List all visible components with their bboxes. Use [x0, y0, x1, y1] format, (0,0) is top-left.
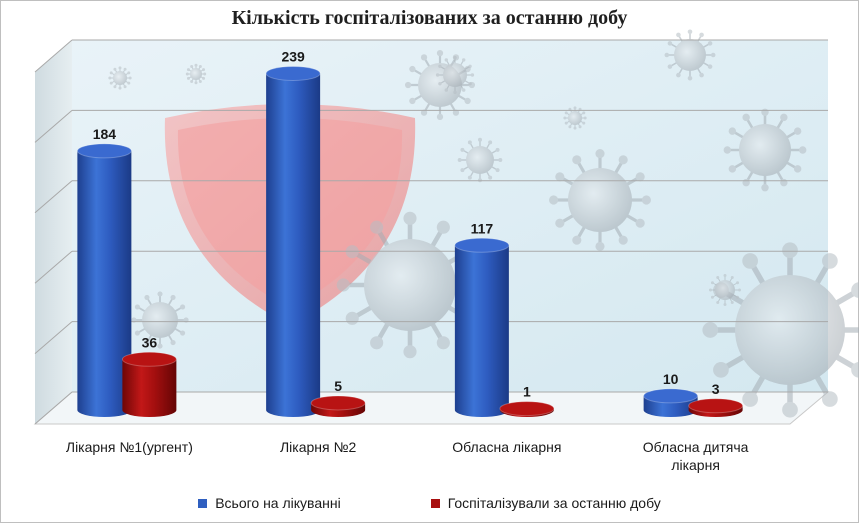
category-label-1: Лікарня №2 [280, 439, 357, 455]
legend-item-total: Всього на лікуванні [198, 495, 341, 511]
virus-icon [664, 29, 716, 81]
value-label-total-2: 117 [471, 220, 494, 236]
value-label-hospitalized-2: 1 [523, 384, 531, 400]
category-label-2: Обласна лікарня [452, 439, 561, 455]
virus-decoration-group [108, 29, 859, 418]
virus-icon [723, 108, 807, 192]
chart-title: Кількість госпіталізованих за останню до… [231, 7, 628, 29]
legend-label-hospitalized: Госпіталізували за останню добу [447, 495, 661, 511]
chart-side-wall [35, 40, 72, 424]
virus-icon [435, 55, 475, 95]
legend-swatch-blue [198, 498, 208, 508]
value-label-total-0: 184 [93, 126, 117, 142]
value-label-hospitalized-1: 5 [334, 378, 342, 394]
virus-icon [131, 291, 189, 349]
legend-swatch-red [430, 498, 440, 508]
value-label-total-3: 10 [663, 371, 679, 387]
virus-icon [457, 137, 503, 183]
chart-gridlines [34, 39, 828, 425]
virus-icon [185, 63, 207, 85]
virus-icon [709, 274, 741, 306]
value-label-hospitalized-0: 36 [142, 334, 158, 350]
bar-hospitalized-0 [121, 351, 177, 417]
legend-item-hospitalized: Госпіталізували за останню добу [430, 495, 661, 511]
value-label-total-1: 239 [281, 48, 305, 64]
category-label-0: Лікарня №1(ургент) [66, 439, 193, 455]
bar-total-0 [76, 143, 132, 418]
bar-hospitalized-1 [310, 395, 366, 417]
bar-total-1 [265, 65, 321, 417]
bar-total-2 [454, 237, 510, 417]
virus-icon [702, 242, 859, 418]
chart-legend: Всього на лікуванні Госпіталізували за о… [0, 495, 859, 511]
bar-total-3 [643, 388, 699, 417]
category-label-3: Обласна дитяча лікарня [643, 439, 749, 473]
virus-icon [108, 66, 132, 90]
bar-hospitalized-2 [499, 401, 555, 417]
value-label-hospitalized-3: 3 [712, 381, 720, 397]
legend-label-total: Всього на лікуванні [215, 495, 341, 511]
bar-hospitalized-3 [688, 398, 744, 417]
